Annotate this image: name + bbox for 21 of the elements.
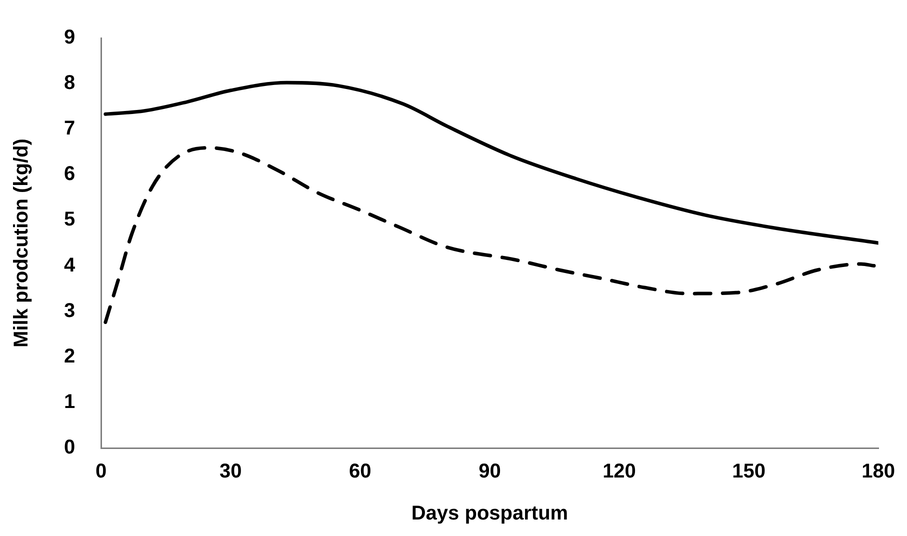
y-tick-label: 0 (64, 436, 76, 459)
y-tick-label: 5 (64, 208, 76, 231)
y-tick-label: 1 (64, 390, 76, 413)
x-axis-title: Days pospartum (411, 502, 568, 525)
x-tick-label: 90 (478, 460, 501, 483)
y-tick-label: 6 (64, 163, 76, 186)
x-tick-label: 60 (349, 460, 372, 483)
x-tick-label: 120 (602, 460, 636, 483)
line-series (104, 146, 876, 324)
y-tick-label: 8 (64, 72, 76, 94)
x-tick-label: 0 (96, 460, 107, 483)
x-tick-label: 30 (220, 460, 242, 483)
y-tick-label: 3 (64, 300, 76, 322)
y-tick-label: 4 (64, 254, 76, 276)
line-series (104, 80, 878, 245)
y-tick-label: 2 (64, 345, 76, 368)
y-axis-title: Milk prodcution (kg/d) (10, 138, 33, 348)
y-tick-label: 7 (64, 118, 76, 140)
x-tick-label: 180 (862, 460, 896, 483)
y-tick-label: 9 (64, 26, 76, 49)
x-tick-label: 150 (732, 460, 766, 483)
